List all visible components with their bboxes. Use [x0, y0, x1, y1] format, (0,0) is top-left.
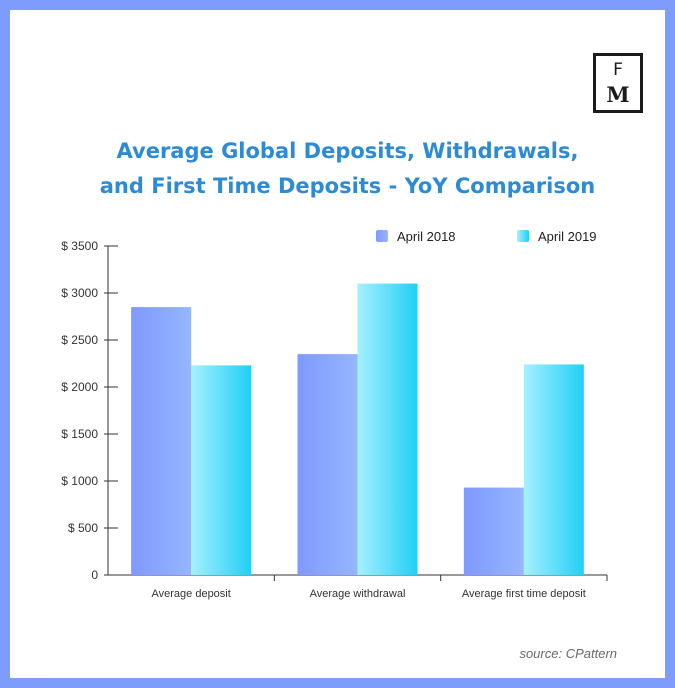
y-tick-label-2000: $ 2000	[61, 380, 98, 394]
y-tick-label-1000: $ 1000	[61, 474, 98, 488]
chart-title: Average Global Deposits, Withdrawals, an…	[70, 134, 625, 204]
bar-april-2018-average-deposit	[131, 307, 192, 575]
chart-title-line-1: Average Global Deposits, Withdrawals,	[116, 139, 579, 163]
bar-april-2018-average-first-time-deposit	[463, 487, 524, 575]
bar-april-2019-average-first-time-deposit	[523, 364, 584, 575]
y-tick-label-1500: $ 1500	[61, 427, 98, 441]
x-tick-label-average-first-time-deposit: Average first time deposit	[462, 588, 586, 600]
y-tick-label-3000: $ 3000	[61, 286, 98, 300]
y-tick-label-500: $ 500	[68, 521, 98, 535]
legend-label-april-2019: April 2019	[538, 228, 597, 244]
bar-april-2019-average-withdrawal	[357, 283, 418, 575]
legend-swatch-april-2019	[517, 230, 529, 242]
bar-april-2019-average-deposit	[191, 365, 252, 575]
x-tick-label-average-withdrawal: Average withdrawal	[310, 588, 406, 600]
fm-logo: F M	[593, 53, 643, 113]
logo-letter-m: M	[606, 82, 630, 107]
y-tick-label-2500: $ 2500	[61, 333, 98, 347]
y-tick-label-0: 0	[91, 568, 98, 582]
chart-labels: 0 $ 500 $ 1000 $ 1500 $ 2000 $ 2500 $ 3000 $ 35…	[61, 239, 585, 600]
legend-swatch-april-2018	[376, 230, 388, 242]
bar-april-2018-average-withdrawal	[297, 354, 358, 575]
source-note: source: CPattern	[519, 646, 617, 661]
legend-item-april-2018: April 2018	[376, 227, 456, 245]
x-tick-label-average-deposit: Average deposit	[152, 588, 231, 600]
legend-label-april-2018: April 2018	[397, 228, 456, 244]
logo-letter-f: F	[613, 60, 623, 80]
chart-title-line-2: and First Time Deposits - YoY Comparison	[99, 174, 596, 198]
bar-chart: 0 $ 500 $ 1000 $ 1500 $ 2000 $ 2500 $ 3000 $ 35…	[61, 239, 608, 600]
legend-item-april-2019: April 2019	[517, 227, 597, 245]
chart-bars	[131, 283, 584, 575]
y-tick-label-3500: $ 3500	[61, 239, 98, 253]
